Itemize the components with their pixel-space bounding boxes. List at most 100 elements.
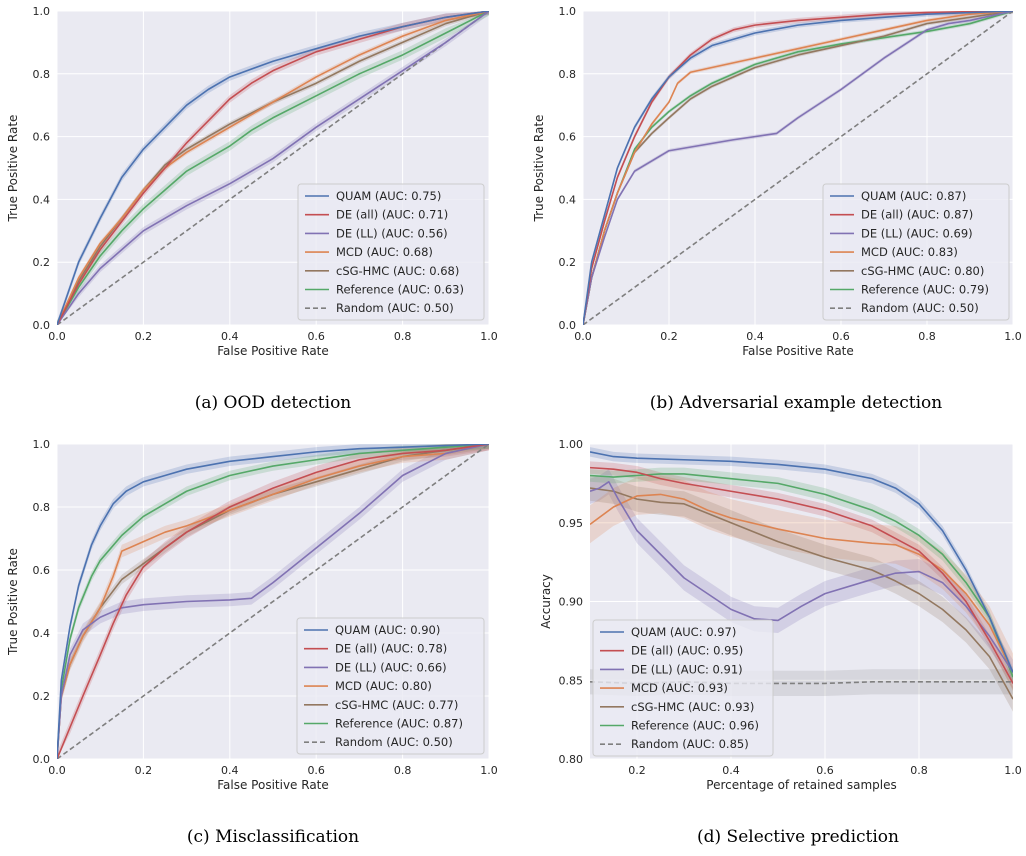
x-tick-label: 0.8 [918, 330, 936, 343]
series-layer [583, 11, 1013, 325]
series-line [57, 444, 489, 759]
x-tick-label: 0.4 [746, 330, 764, 343]
panel-caption: (c) Misclassification [187, 827, 359, 847]
x-tick-label: 0.4 [722, 764, 740, 777]
x-axis-label: False Positive Rate [217, 778, 329, 792]
x-tick-label: 1.0 [480, 764, 498, 777]
series-line [57, 444, 489, 759]
y-tick-label: 0.0 [33, 319, 51, 332]
series-line [583, 11, 1013, 325]
y-tick-label: 0.6 [33, 564, 51, 577]
legend-label: MCD (AUC: 0.80) [335, 679, 432, 693]
legend-label: cSG-HMC (AUC: 0.93) [631, 700, 754, 714]
y-axis-label: Accuracy [539, 574, 553, 629]
series-line [583, 11, 1013, 325]
series-layer [57, 11, 489, 325]
y-axis-label: True Positive Rate [6, 115, 20, 223]
chart-panel-2: 0.0 0.2 0.4 0.6 0.8 1.0 0.0 0.2 0.4 0.6 0.8 1.0 Fals… [532, 5, 1022, 413]
x-tick-label: 0.4 [221, 330, 239, 343]
panel-caption: (d) Selective prediction [697, 827, 899, 847]
series-line [57, 444, 489, 759]
legend-label: Random (AUC: 0.50) [336, 301, 454, 315]
x-tick-label: 1.0 [1004, 330, 1022, 343]
y-tick-label: 0.4 [33, 193, 51, 206]
legend-label: DE (all) (AUC: 0.87) [861, 208, 973, 222]
series-line [57, 11, 489, 325]
legend-label: Reference (AUC: 0.96) [631, 719, 759, 733]
x-tick-label: 0.0 [48, 330, 66, 343]
series-line [57, 11, 489, 325]
legend-box [297, 183, 485, 321]
x-tick-label: 0.4 [221, 764, 239, 777]
y-tick-label: 0.8 [33, 501, 51, 514]
x-tick-label: 0.0 [48, 764, 66, 777]
legend-label: DE (LL) (AUC: 0.56) [336, 226, 448, 240]
legend-label: DE (all) (AUC: 0.71) [336, 208, 448, 222]
chart-panel-1: 0.0 0.2 0.4 0.6 0.8 1.0 0.0 0.2 0.4 0.6 0.8 1.0 Fals… [6, 5, 498, 413]
legend-label: MCD (AUC: 0.93) [631, 681, 728, 695]
y-tick-label: 0.2 [33, 256, 51, 269]
y-tick-label: 1.00 [559, 438, 584, 451]
legend-label: QUAM (AUC: 0.75) [336, 189, 441, 203]
legend-label: DE (all) (AUC: 0.78) [335, 642, 447, 656]
x-axis-label: Percentage of retained samples [706, 778, 896, 792]
y-tick-label: 0.8 [559, 68, 577, 81]
series-confidence-band [590, 461, 1013, 690]
y-tick-label: 0.95 [559, 517, 584, 530]
legend-label: MCD (AUC: 0.68) [336, 245, 433, 259]
legend-label: DE (LL) (AUC: 0.66) [335, 660, 447, 674]
series-line [57, 11, 489, 325]
y-tick-label: 0.4 [33, 627, 51, 640]
x-tick-label: 0.2 [660, 330, 678, 343]
series-confidence-band [590, 469, 1013, 685]
y-tick-label: 0.85 [559, 674, 584, 687]
series-line [583, 11, 1013, 325]
series-line [590, 681, 1013, 685]
y-tick-label: 0.2 [33, 690, 51, 703]
legend-label: QUAM (AUC: 0.90) [335, 623, 440, 637]
legend-box [296, 617, 485, 755]
legend: QUAM (AUC: 0.87) DE (all) (AUC: 0.87) DE (… [822, 183, 1010, 321]
x-tick-label: 1.0 [1004, 764, 1022, 777]
x-axis-label: False Positive Rate [742, 344, 854, 358]
series-confidence-band [57, 444, 489, 759]
legend-box [822, 183, 1010, 321]
y-tick-label: 0.4 [559, 193, 577, 206]
series-line [590, 493, 1013, 673]
y-tick-label: 0.8 [33, 68, 51, 81]
y-tick-label: 0.6 [559, 131, 577, 144]
x-tick-label: 0.2 [135, 764, 153, 777]
x-tick-label: 0.6 [816, 764, 834, 777]
x-tick-label: 0.6 [832, 330, 850, 343]
y-tick-label: 1.0 [33, 5, 51, 18]
chart-panel-4: 0.2 0.4 0.6 0.8 1.0 0.80 0.85 0.90 0.95 1.00 Perce… [539, 438, 1022, 847]
series-line [57, 444, 489, 759]
x-tick-label: 0.2 [135, 330, 153, 343]
y-axis-label: True Positive Rate [532, 115, 546, 223]
series-line [590, 466, 1013, 684]
legend-label: Random (AUC: 0.85) [631, 737, 749, 751]
y-tick-label: 1.0 [559, 5, 577, 18]
legend-label: cSG-HMC (AUC: 0.77) [335, 698, 458, 712]
legend-label: cSG-HMC (AUC: 0.68) [336, 264, 459, 278]
series-layer [57, 444, 489, 759]
legend-label: Random (AUC: 0.50) [335, 735, 453, 749]
legend-box [592, 619, 774, 757]
legend-label: QUAM (AUC: 0.97) [631, 625, 736, 639]
x-tick-label: 0.6 [307, 764, 325, 777]
legend-label: Reference (AUC: 0.87) [335, 717, 463, 731]
y-tick-label: 0.0 [559, 319, 577, 332]
series-line [583, 11, 1013, 325]
x-axis-label: False Positive Rate [217, 344, 329, 358]
x-tick-label: 0.2 [628, 764, 646, 777]
panel-caption: (a) OOD detection [195, 393, 352, 413]
series-confidence-band [590, 475, 1013, 712]
legend-label: MCD (AUC: 0.83) [861, 245, 958, 259]
legend-label: cSG-HMC (AUC: 0.80) [861, 264, 984, 278]
legend-label: Random (AUC: 0.50) [861, 301, 979, 315]
series-line [57, 11, 489, 325]
legend-label: QUAM (AUC: 0.87) [861, 189, 966, 203]
series-line [583, 11, 1013, 325]
series-line [57, 11, 489, 325]
